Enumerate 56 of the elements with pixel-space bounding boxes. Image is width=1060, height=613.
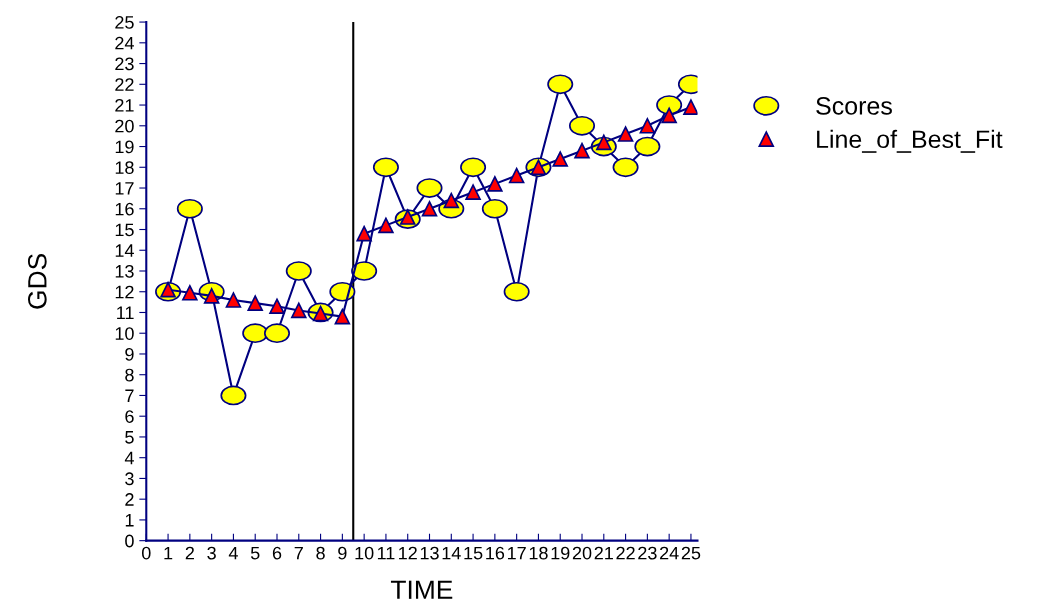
- x-tick-label: 2: [185, 546, 194, 560]
- x-tick-label: 19: [551, 546, 570, 560]
- x-tick-label: 16: [486, 546, 505, 560]
- legend-label: Line_of_Best_Fit: [817, 129, 1003, 153]
- y-tick-label: 19: [115, 140, 134, 154]
- y-tick-label: 23: [115, 57, 134, 71]
- y-axis-title: GDS: [27, 253, 47, 309]
- y-tick-label: 5: [125, 431, 134, 444]
- y-tick-label: 4: [124, 451, 134, 465]
- y-tick-label: 17: [115, 182, 134, 195]
- y-tick-label: 2: [125, 493, 134, 506]
- y-tick-label: 13: [115, 264, 134, 278]
- y-tick-label: 15: [115, 223, 134, 237]
- x-tick-label: 10: [355, 546, 374, 560]
- x-tick-label: 14: [442, 546, 461, 560]
- x-axis-title: TIME: [390, 580, 453, 599]
- x-tick-label: 9: [338, 546, 347, 560]
- x-tick-label: 1: [164, 546, 173, 560]
- x-tick-label: 5: [250, 546, 260, 560]
- y-tick-label: 10: [115, 327, 134, 340]
- x-tick-label: 22: [616, 546, 635, 560]
- y-tick-label: 18: [115, 161, 134, 174]
- x-tick-label: 17: [507, 546, 526, 560]
- x-tick-label: 6: [272, 546, 282, 560]
- x-tick-label: 8: [316, 546, 325, 560]
- y-tick-label: 20: [115, 119, 134, 133]
- y-tick-label: 9: [125, 347, 134, 361]
- x-tick-label: 12: [399, 546, 417, 560]
- x-tick-label: 11: [377, 546, 395, 560]
- x-tick-label: 23: [638, 546, 657, 560]
- y-tick-label: 25: [115, 16, 134, 29]
- legend-label: Scores: [816, 97, 892, 115]
- y-tick-label: 6: [125, 410, 134, 423]
- x-tick-label: 15: [464, 546, 483, 560]
- y-tick-label: 12: [115, 285, 134, 299]
- x-tick-label: 25: [681, 546, 701, 560]
- y-tick-label: 21: [115, 98, 134, 112]
- x-tick-label: 20: [572, 546, 592, 560]
- y-tick-label: 0: [125, 534, 134, 548]
- y-tick-label: 14: [115, 244, 134, 257]
- y-tick-label: 24: [115, 36, 134, 50]
- x-tick-label: 4: [228, 546, 238, 560]
- y-tick-label: 3: [125, 472, 134, 486]
- x-tick-label: 24: [660, 546, 679, 560]
- y-tick-label: 7: [125, 389, 134, 402]
- x-tick-label: 7: [294, 546, 303, 560]
- y-tick-label: 1: [125, 514, 134, 527]
- x-tick-label: 3: [207, 546, 216, 560]
- x-tick-label: 18: [529, 546, 548, 560]
- y-tick-label: 11: [117, 306, 134, 320]
- x-tick-label: 21: [594, 546, 613, 560]
- y-tick-label: 8: [125, 368, 134, 382]
- x-tick-label: 13: [420, 546, 439, 560]
- y-tick-label: 22: [115, 78, 134, 91]
- y-tick-label: 16: [115, 202, 134, 216]
- x-tick-label: 0: [141, 546, 151, 560]
